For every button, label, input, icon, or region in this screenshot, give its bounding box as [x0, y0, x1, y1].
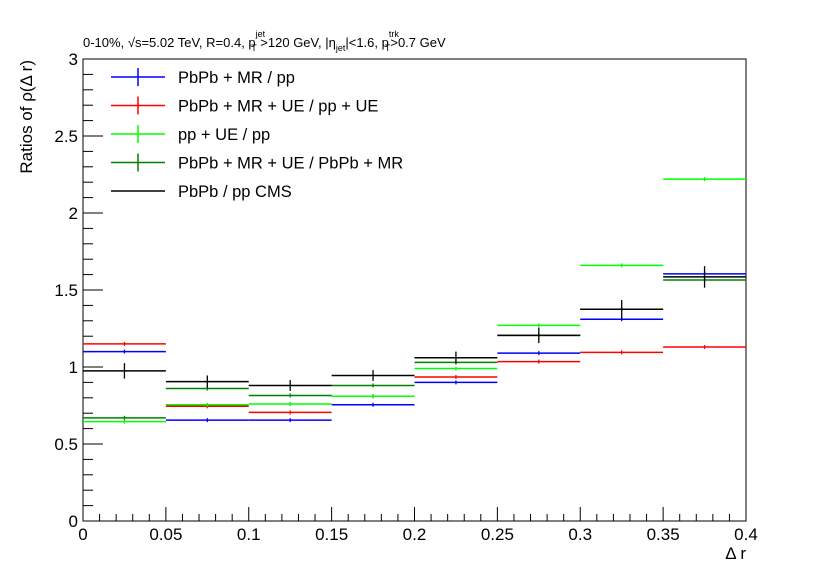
x-tick-label: 0.1 — [237, 525, 261, 544]
x-tick-label: 0 — [78, 525, 87, 544]
legend-label: PbPb + MR + UE / PbPb + MR — [178, 155, 403, 173]
legend-label: pp + UE / pp — [178, 126, 270, 144]
series-5 — [83, 266, 746, 391]
axes: 0 0.05 0.1 0.15 0.2 0.25 0.3 0.35 0.4 0 0.5 1 1.5 2 2.… — [54, 50, 757, 544]
x-axis-label: Δ r — [725, 544, 746, 563]
legend: PbPb + MR / pp PbPb + MR + UE / pp + UE pp… — [111, 68, 403, 201]
x-tick-label: 0.4 — [734, 525, 758, 544]
legend-label: PbPb + MR / pp — [178, 69, 295, 87]
y-axis-label: Ratios of ρ(Δ r) — [17, 60, 36, 174]
y-tick-label: 2.5 — [54, 127, 78, 146]
legend-entry: PbPb + MR / pp — [111, 68, 295, 87]
legend-label: PbPb / pp CMS — [178, 183, 292, 201]
x-tick-label: 0.3 — [568, 525, 592, 544]
x-tick-label: 0.35 — [647, 525, 680, 544]
y-tick-label: 0 — [69, 512, 78, 531]
series-layer — [83, 177, 746, 424]
x-tick-label: 0.05 — [149, 525, 182, 544]
series-3 — [83, 177, 746, 424]
x-tick-label: 0.15 — [315, 525, 348, 544]
legend-entry: pp + UE / pp — [111, 125, 270, 144]
legend-entry: PbPb + MR + UE / PbPb + MR — [111, 153, 403, 173]
x-tick-label: 0.2 — [403, 525, 427, 544]
y-tick-label: 1.5 — [54, 281, 78, 300]
y-tick-label: 3 — [69, 50, 78, 69]
legend-entry: PbPb / pp CMS — [111, 183, 292, 201]
legend-entry: PbPb + MR + UE / pp + UE — [111, 96, 378, 116]
y-tick-label: 0.5 — [54, 435, 78, 454]
y-tick-label: 1 — [69, 358, 78, 377]
x-tick-label: 0.25 — [481, 525, 514, 544]
legend-label: PbPb + MR + UE / pp + UE — [178, 98, 378, 116]
y-tick-label: 2 — [69, 204, 78, 223]
chart-title: 0-10%, √s=5.02 TeV, R=0.4, pjet T >120 Ge… — [83, 29, 446, 53]
